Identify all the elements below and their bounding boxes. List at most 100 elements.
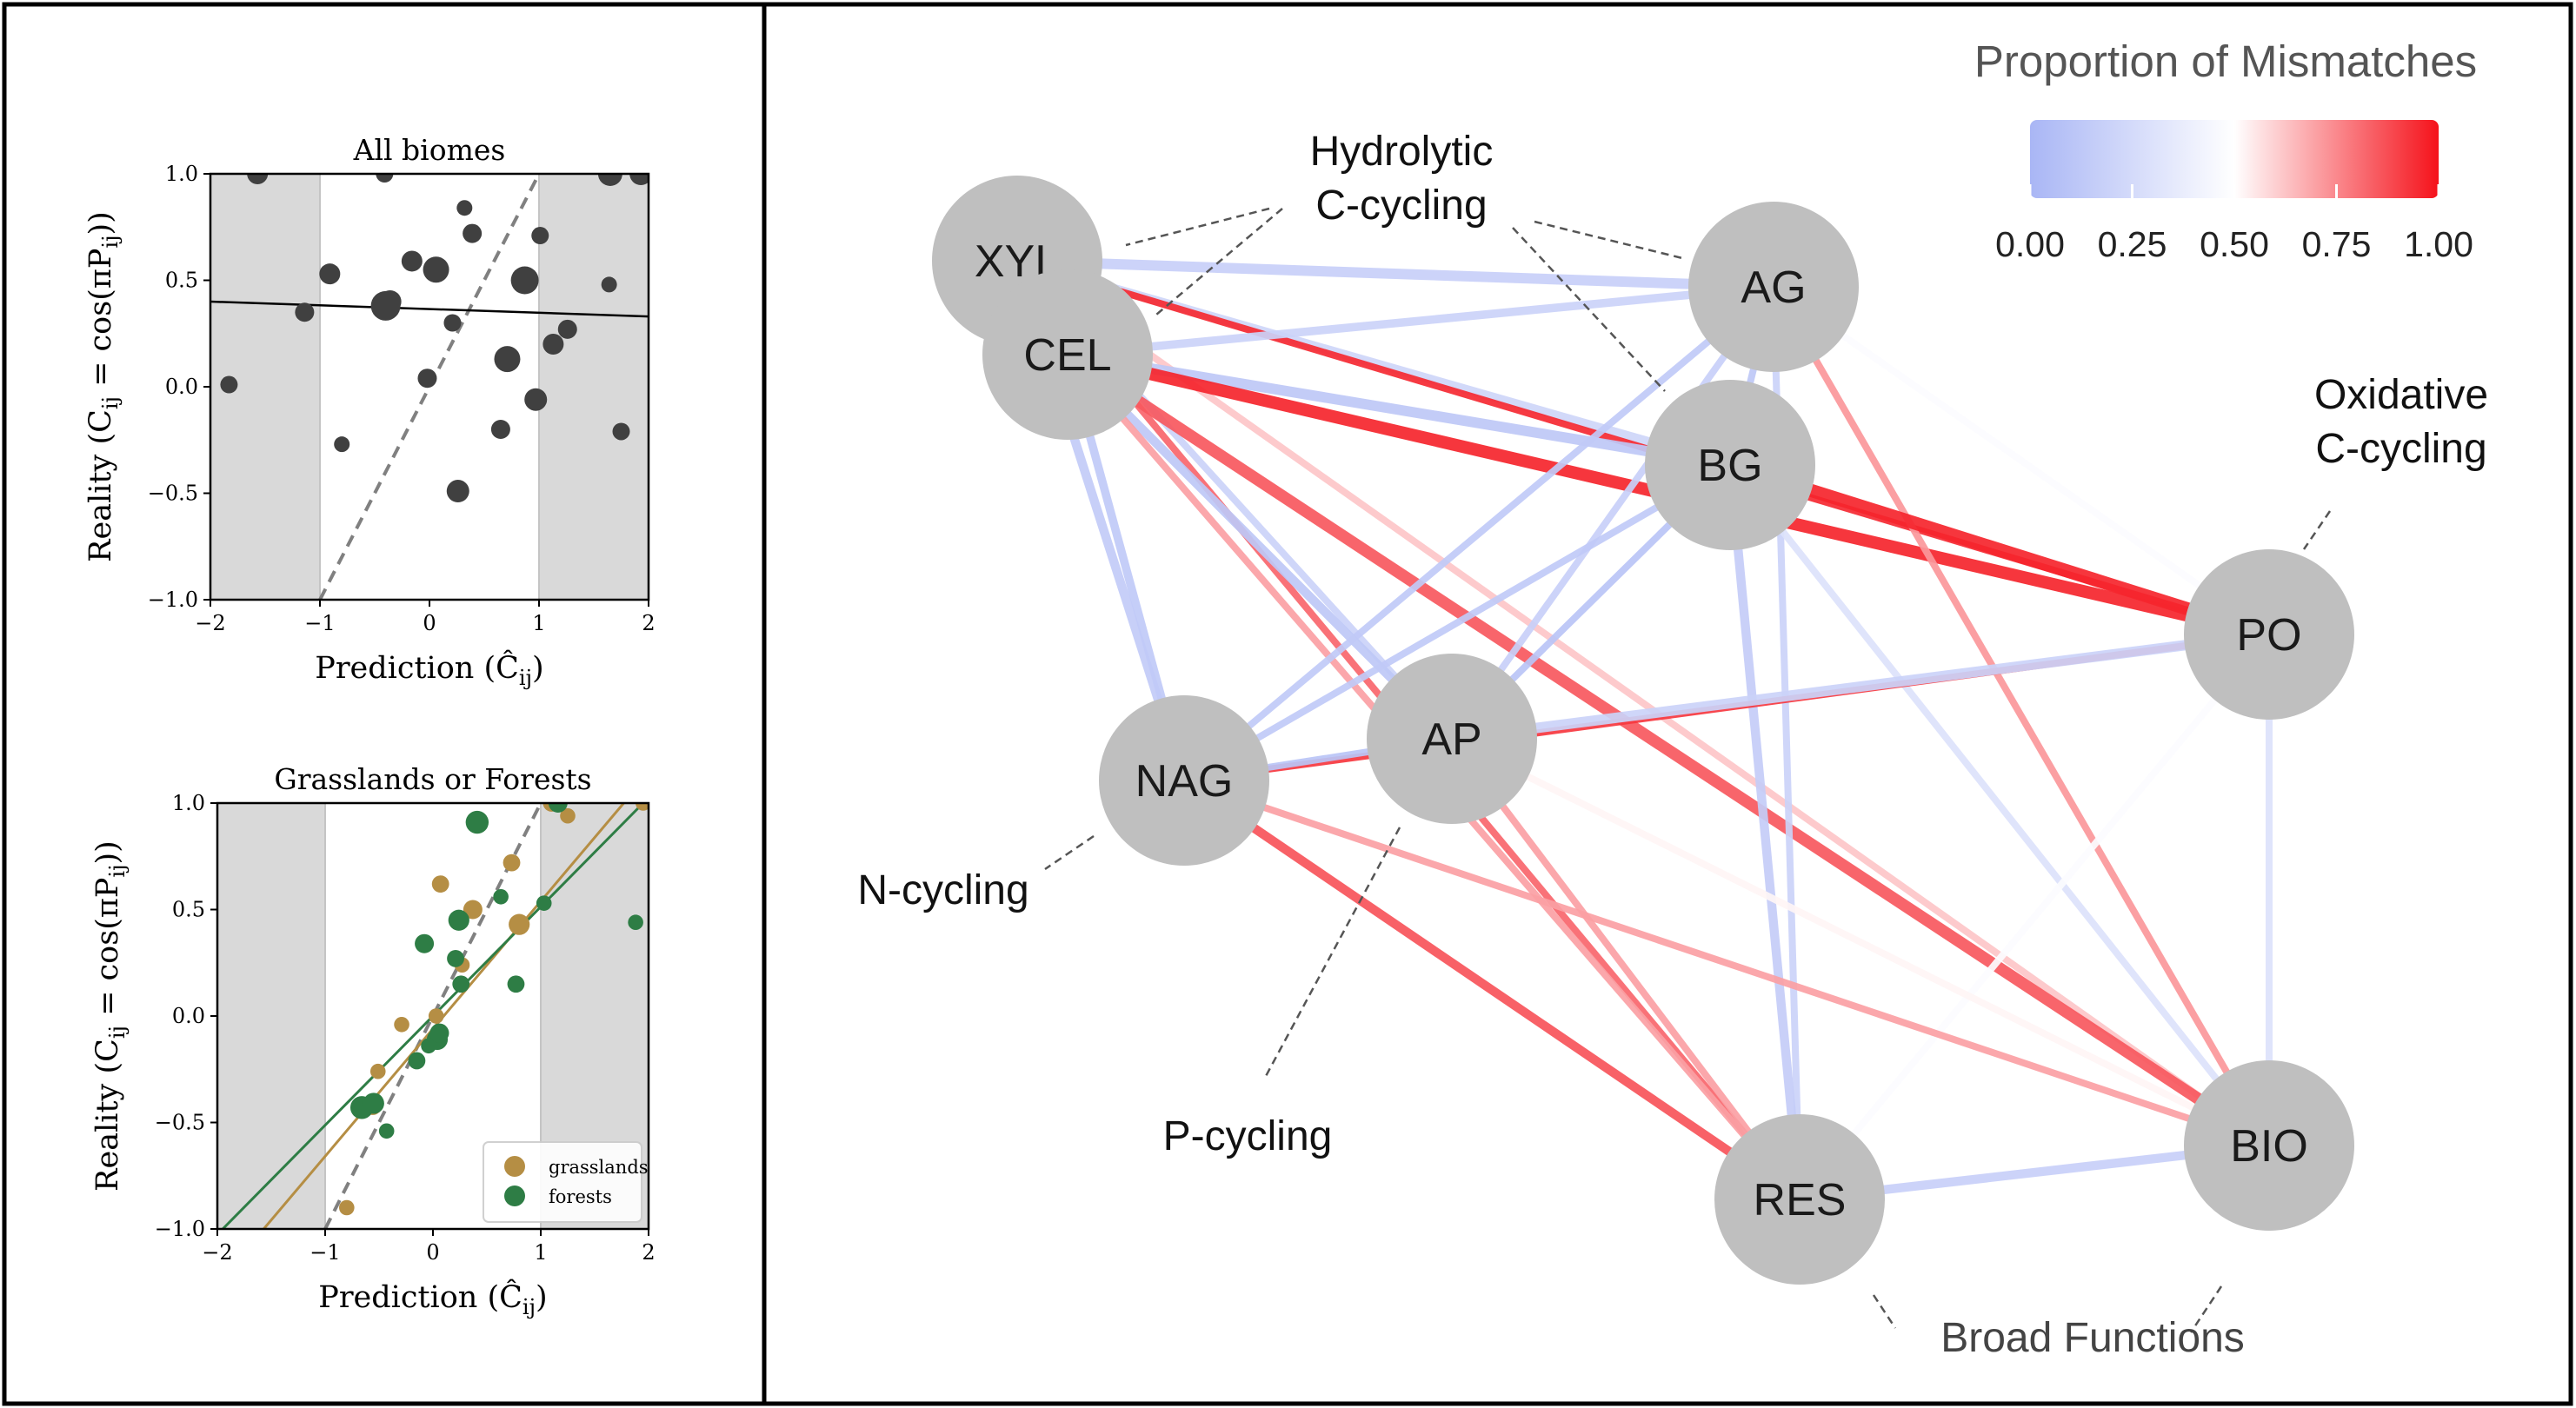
colorbar-title: Proportion of Mismatches [1974, 37, 2477, 86]
y-tick-label: −0.5 [148, 482, 198, 506]
y-axis-label: Reality (Cij = cos(πPij)) [90, 840, 130, 1192]
x-tick-label: 0 [426, 1240, 439, 1265]
colorbar-tick-label: 0.50 [2200, 224, 2269, 264]
x-tick-label: 2 [642, 611, 655, 635]
node-circle-res [1714, 1114, 1885, 1285]
data-point-forests [415, 933, 435, 953]
data-point [557, 319, 577, 339]
data-point-grasslands [394, 1017, 409, 1033]
node-circle-ap [1367, 654, 1537, 824]
colorbar: Proportion of Mismatches 0.00 0.25 0.50 0.75… [1974, 37, 2477, 264]
x-axis-label-sub: ij [523, 1295, 536, 1319]
annotation-leader [1512, 227, 1666, 392]
x-tick-label: −2 [202, 1240, 232, 1265]
group-label: N-cycling [857, 867, 1028, 913]
y-axis-label-part: ij [98, 396, 123, 409]
y-axis-label-part: = cos(πP [83, 249, 118, 396]
edge-BG-PO [1727, 458, 2272, 641]
node-res: RES [1714, 1114, 1885, 1285]
data-point-forests [421, 1038, 436, 1054]
annotation-leaders [1044, 207, 2332, 1333]
annotation-leader [2189, 1285, 2223, 1333]
fit-line [210, 300, 649, 318]
y-axis-label-part: ij [98, 235, 123, 248]
data-point-grasslands [431, 875, 449, 893]
data-point-forests [363, 1093, 384, 1114]
data-point-grasslands [636, 803, 649, 811]
y-axis-label-part: = cos(πP [90, 878, 125, 1026]
group-label: P-cycling [1163, 1113, 1333, 1159]
data-point-forests [628, 914, 643, 930]
y-axis-label: Reality (Cij = cos(πPij)) [83, 211, 123, 562]
data-point-grasslands [428, 1008, 444, 1024]
data-point [401, 250, 423, 272]
group-label: Hydrolytic [1310, 129, 1494, 175]
data-point [463, 223, 483, 243]
data-point-forests [493, 889, 509, 905]
data-point-grasslands [560, 807, 576, 824]
data-point-grasslands [503, 853, 521, 872]
y-tick-label: 0.5 [172, 898, 205, 922]
edge-CEL-AP [1064, 351, 1455, 742]
annotation-leader [1125, 207, 1270, 247]
y-axis-label-part: ij [105, 1026, 130, 1039]
scatter-plot-grasslands-forests: −2 −1 0 1 2 −1.0 −0.5 0.0 0.5 1.0 Grasslands or Fo… [90, 762, 656, 1319]
x-axis-label-close: ) [536, 1280, 548, 1315]
node-label-bg: BG [1697, 441, 1762, 491]
data-point [443, 314, 462, 332]
data-point-grasslands [369, 1063, 386, 1079]
annotation-leader [1534, 220, 1683, 260]
data-point [531, 227, 549, 245]
x-axis-label: Prediction (Ĉij) [315, 649, 543, 690]
annotation-leader [2302, 510, 2332, 550]
node-nag: NAG [1099, 695, 1269, 866]
y-tick-label: 1.0 [172, 791, 205, 815]
data-point-forests [536, 895, 552, 911]
data-point-grasslands [509, 913, 530, 935]
network-diagram: XYLCELAGBGPONAGAPRESBIOHydrolyticC-cycli… [857, 37, 2488, 1361]
data-point [220, 375, 238, 394]
edge-CEL-BIO [1064, 349, 2273, 1151]
data-point-forests [447, 949, 464, 967]
x-tick-label: 1 [532, 611, 545, 635]
node-circle-ag [1688, 202, 1859, 372]
edge-NAG-BIO [1182, 777, 2271, 1149]
data-point-grasslands [463, 900, 483, 920]
node-label-bio: BIO [2230, 1121, 2308, 1172]
x-tick-label: 0 [423, 611, 436, 635]
group-label: Broad Functions [1940, 1315, 2245, 1361]
data-point [417, 369, 437, 389]
y-tick-label: 0.0 [165, 375, 198, 399]
edge-NAG-RES [1181, 776, 1802, 1204]
data-point [378, 290, 402, 313]
data-point [446, 480, 469, 503]
x-axis-label-close: ) [532, 651, 544, 686]
group-label: C-cycling [1315, 183, 1487, 229]
group-label: Oxidative [2314, 372, 2488, 418]
legend-marker-forests [504, 1186, 525, 1206]
x-tick-label: −2 [195, 611, 225, 635]
scatter-plot-all-biomes: −2 −1 0 1 2 −1.0 −0.5 0.0 0.5 1.0 All biomes Predic… [83, 133, 656, 690]
group-labels: Hydrolytic C-cycling Oxidative C-cycling N-c… [857, 129, 2488, 1361]
y-axis-label-part: )) [90, 840, 125, 864]
edge-AG-PO [1771, 283, 2272, 638]
annotation-leader [1155, 208, 1283, 315]
plot-area [210, 174, 649, 600]
data-point [247, 174, 269, 184]
node-circle-po [2184, 549, 2354, 720]
y-axis-label-part: Reality (C [90, 1039, 125, 1192]
data-point [376, 174, 394, 183]
y-axis-label-part: ij [105, 864, 130, 877]
y-tick-label: 0.5 [165, 269, 198, 293]
node-circle-cel [982, 269, 1153, 440]
edge-BG-NAG [1181, 462, 1733, 784]
data-point-forests [548, 803, 568, 813]
edge-XYL-BIO [1015, 257, 2272, 1149]
edge-BG-RES [1725, 464, 1805, 1200]
y-tick-label: −1.0 [155, 1217, 205, 1241]
data-point [629, 174, 649, 185]
data-point [494, 346, 521, 373]
legend-label-forests: forests [549, 1186, 612, 1207]
data-point-forests [429, 1023, 449, 1043]
